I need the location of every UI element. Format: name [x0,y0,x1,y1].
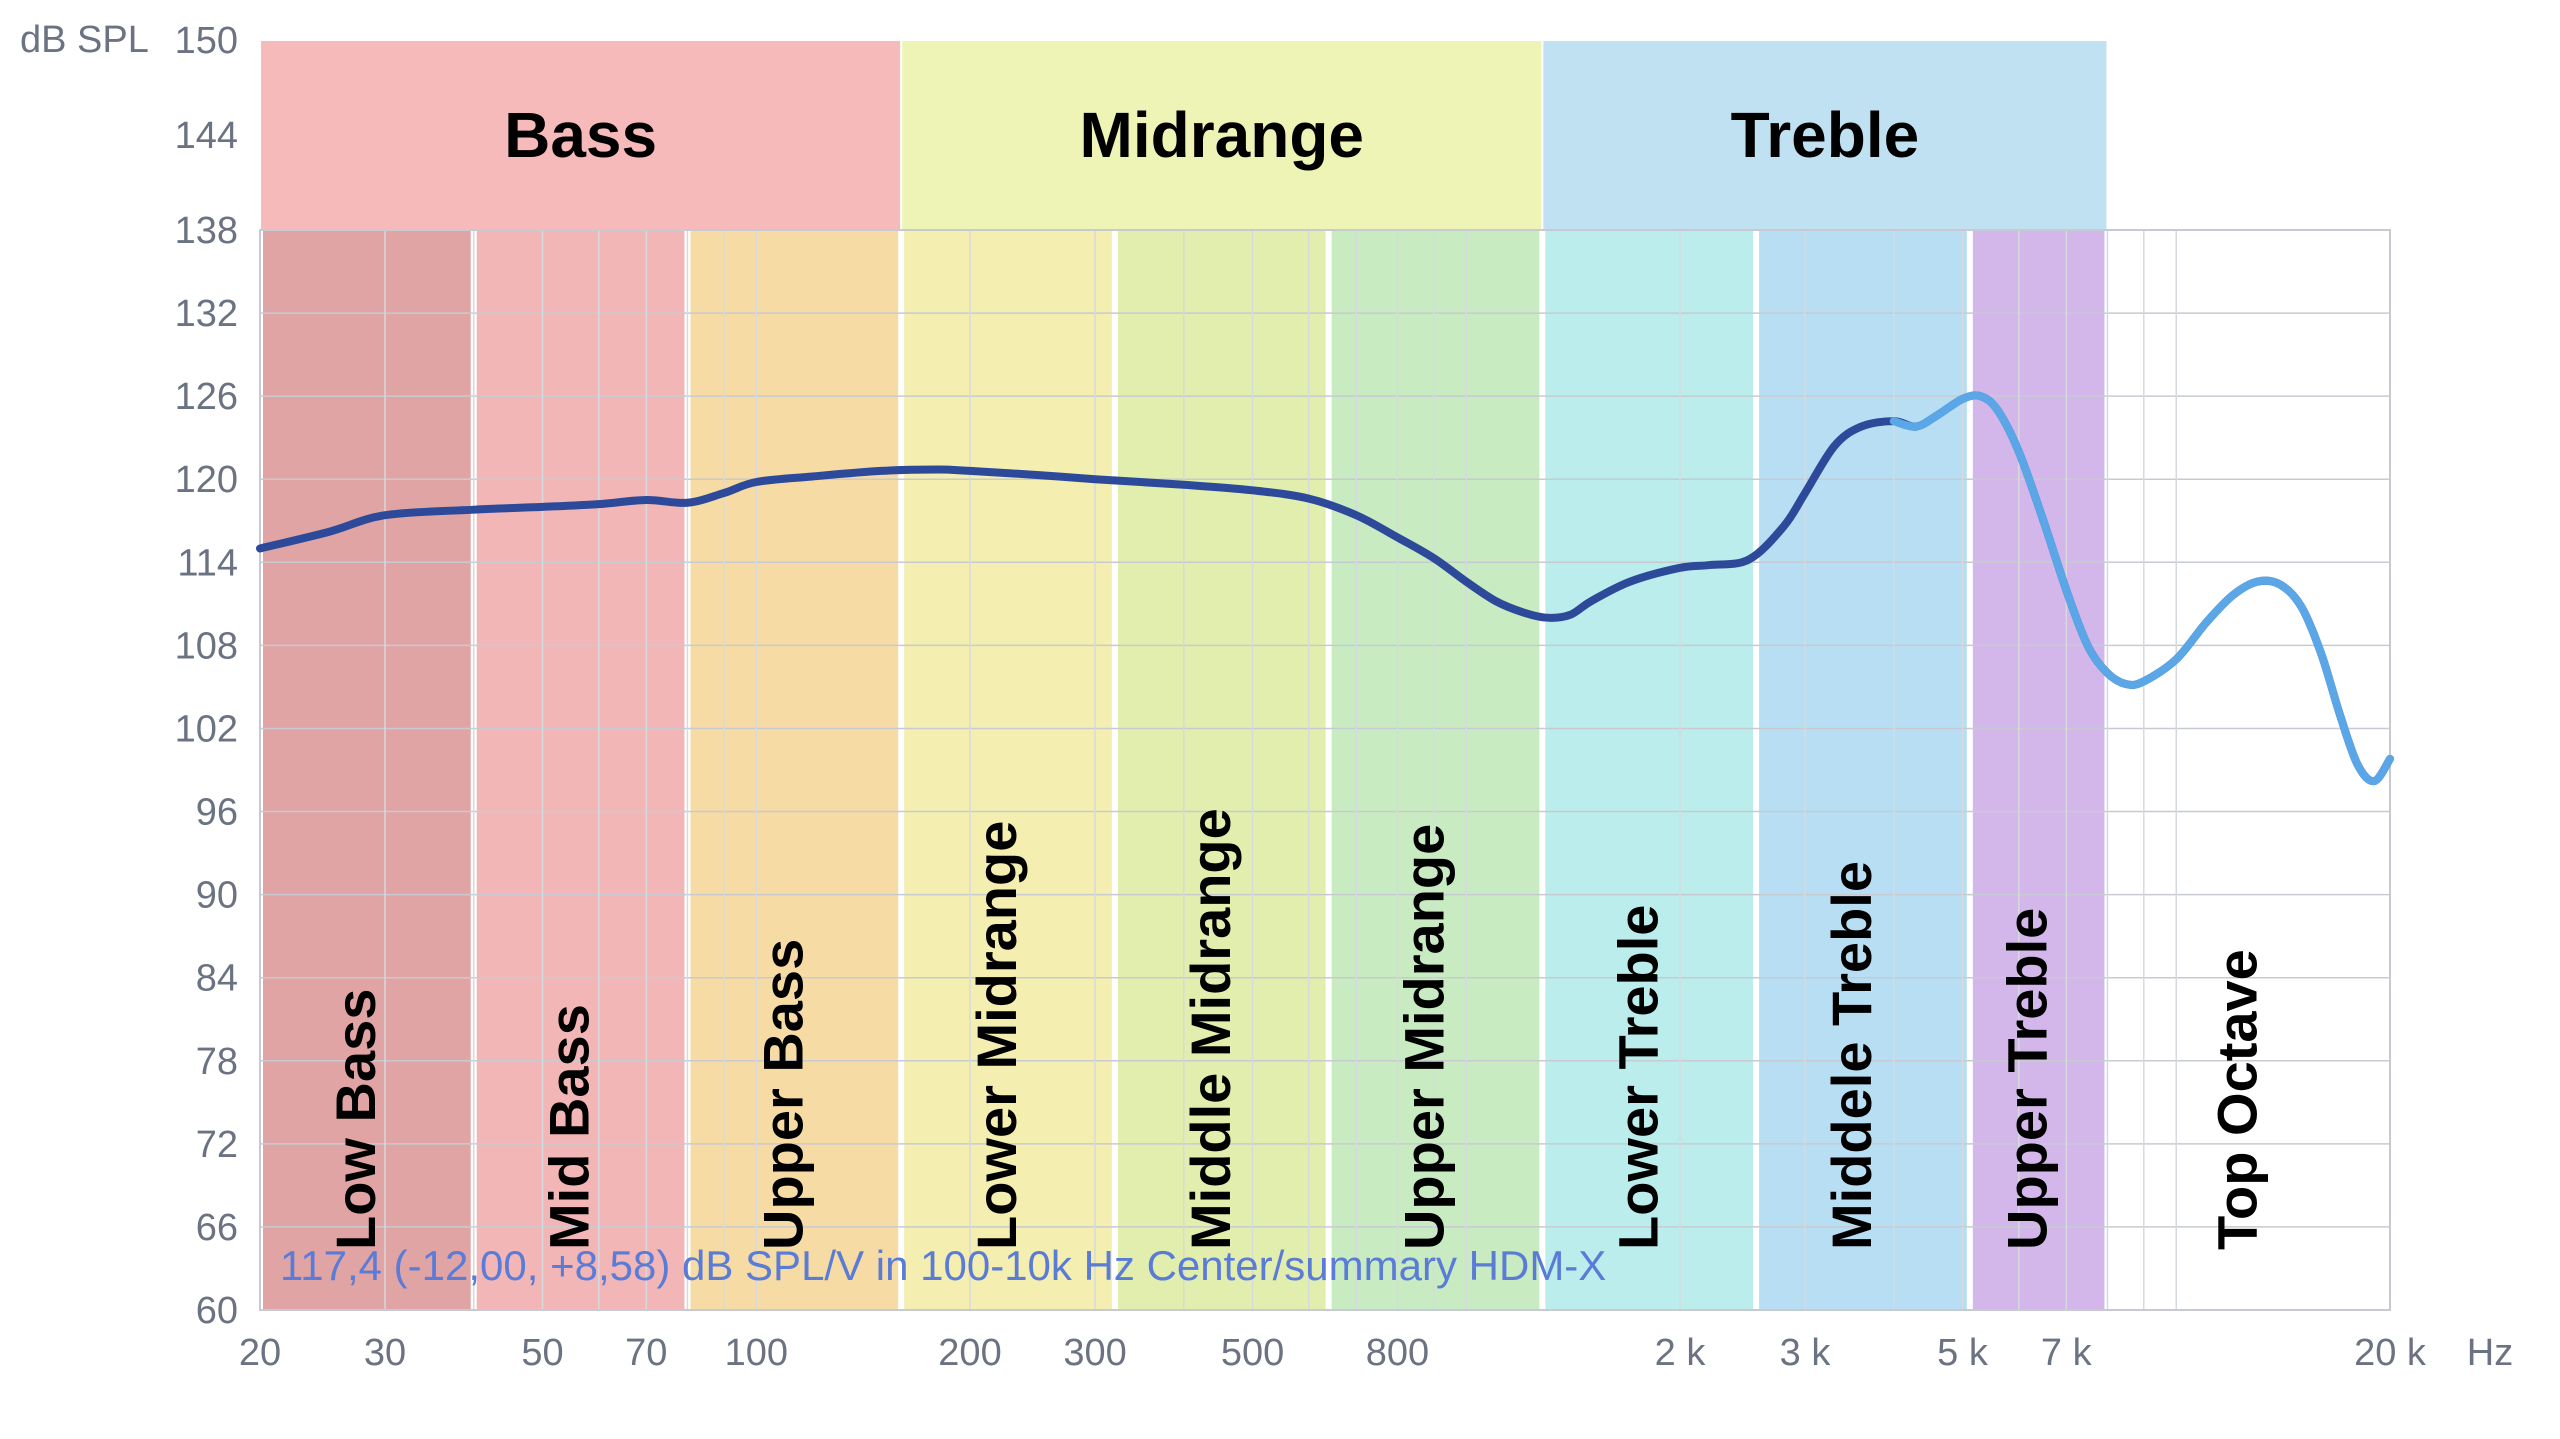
main-band-header: Bass Midrange Treble [260,40,2107,230]
sub-band-label: Low Bass [324,989,387,1250]
sub-band-label: Upper Bass [751,939,814,1250]
y-tick-label: 114 [177,542,238,584]
y-tick-label: 150 [175,20,238,62]
y-axis-title: dB SPL [20,19,149,61]
main-band-label: Bass [504,99,657,171]
main-band-label: Midrange [1080,99,1364,171]
y-tick-label: 60 [196,1290,238,1332]
x-tick-label: 3 k [1780,1332,1832,1374]
sub-band-label: Upper Treble [1996,908,2059,1250]
x-tick-label: 20 [239,1332,281,1374]
y-tick-label: 96 [196,792,238,834]
sub-band-label: Top Octave [2206,949,2269,1250]
y-tick-label: 84 [196,958,238,1000]
y-tick-label: 126 [175,376,238,418]
y-tick-label: 120 [175,459,238,501]
sub-band-label: Middele Treble [1820,861,1883,1250]
sub-band-label: Upper Midrange [1393,824,1456,1250]
sub-band-label: Lower Treble [1606,905,1669,1250]
x-tick-label: 800 [1366,1332,1429,1374]
x-tick-label: 7 k [2041,1332,2093,1374]
y-tick-label: 132 [175,293,238,335]
x-tick-label: 30 [364,1332,406,1374]
frequency-response-chart: Bass Midrange Treble Low Bass Mid Bass Upper … [0,0,2560,1439]
x-tick-label: 5 k [1937,1332,1989,1374]
sub-band-label: Lower Midrange [965,821,1028,1250]
x-tick-label: 2 k [1655,1332,1707,1374]
y-tick-label: 102 [175,708,238,750]
x-tick-label: 50 [521,1332,563,1374]
y-tick-label: 144 [175,115,238,157]
y-tick-label: 78 [196,1041,238,1083]
y-tick-label: 108 [175,625,238,667]
main-band-label: Treble [1731,99,1920,171]
summary-text: 117,4 (-12,00, +8,58) dB SPL/V in 100-10… [280,1242,1606,1289]
y-tick-label: 66 [196,1207,238,1249]
chart-svg: Bass Midrange Treble Low Bass Mid Bass Upper … [0,0,2560,1439]
x-tick-label: 500 [1221,1332,1284,1374]
sub-band-label: Middle Midrange [1179,808,1242,1250]
sub-band-label: Mid Bass [538,1004,601,1250]
y-tick-label: 138 [175,210,238,252]
x-axis-unit: Hz [2467,1332,2513,1374]
x-tick-label: 70 [625,1332,667,1374]
x-tick-label: 200 [938,1332,1001,1374]
x-tick-label: 100 [725,1332,788,1374]
x-tick-label: 20 k [2354,1332,2427,1374]
y-tick-label: 72 [196,1124,238,1166]
x-tick-label: 300 [1063,1332,1126,1374]
y-tick-label: 90 [196,875,238,917]
